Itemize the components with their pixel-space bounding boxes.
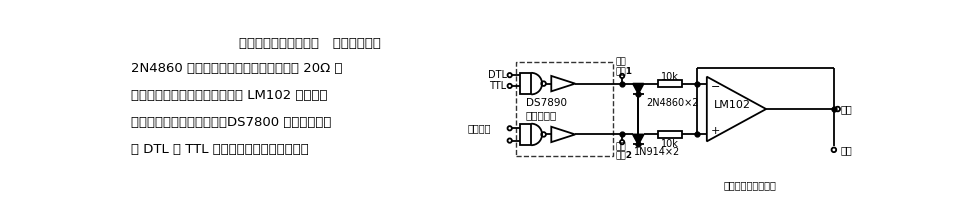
Text: −: − — [711, 82, 720, 93]
Bar — [516, 62, 612, 156]
Text: 输出: 输出 — [840, 145, 853, 155]
Text: LM102: LM102 — [714, 100, 752, 110]
Text: DS7890: DS7890 — [526, 98, 567, 108]
Text: 输入2: 输入2 — [615, 151, 632, 160]
Text: 10k: 10k — [661, 72, 679, 82]
Text: 在 DTL 和 TTL 电平控制下驱动开关电路。: 在 DTL 和 TTL 电平控制下驱动开关电路。 — [130, 143, 308, 156]
Text: DTL: DTL — [488, 70, 506, 80]
Polygon shape — [633, 135, 643, 145]
Text: 模拟: 模拟 — [615, 57, 626, 67]
Text: 10k: 10k — [661, 139, 679, 149]
Text: 输入1: 输入1 — [615, 66, 632, 75]
Bar — [520, 73, 531, 94]
Text: 逻辑控制模拟开关电路   开关电路选用: 逻辑控制模拟开关电路 开关电路选用 — [239, 37, 381, 50]
Text: 需要，可接附加电路: 需要，可接附加电路 — [724, 180, 777, 190]
Text: 输出: 输出 — [840, 104, 853, 114]
Text: 且夹断漏电流很小。运算放大器 LM102 构成电压: 且夹断漏电流很小。运算放大器 LM102 构成电压 — [130, 89, 327, 102]
Text: 跟随器，起输出缓冲作用。DS7800 电压变换器可: 跟随器，起输出缓冲作用。DS7800 电压变换器可 — [130, 116, 331, 129]
Text: 2N4860 结型场效应管，其导通电阻只有 20Ω 而: 2N4860 结型场效应管，其导通电阻只有 20Ω 而 — [130, 62, 342, 75]
Polygon shape — [707, 77, 766, 141]
Text: 模拟: 模拟 — [615, 142, 626, 151]
Text: 输入控制: 输入控制 — [468, 123, 491, 133]
Polygon shape — [633, 84, 643, 94]
Text: 电压变换器: 电压变换器 — [526, 110, 557, 120]
Bar — [520, 124, 531, 145]
Text: 1N914×2: 1N914×2 — [635, 147, 681, 157]
Bar — [658, 80, 682, 87]
Polygon shape — [552, 127, 575, 142]
Text: 2N4860×2: 2N4860×2 — [646, 98, 698, 108]
Text: TTL: TTL — [490, 81, 506, 91]
Bar — [658, 131, 682, 138]
Polygon shape — [552, 76, 575, 91]
Text: +: + — [711, 126, 720, 136]
